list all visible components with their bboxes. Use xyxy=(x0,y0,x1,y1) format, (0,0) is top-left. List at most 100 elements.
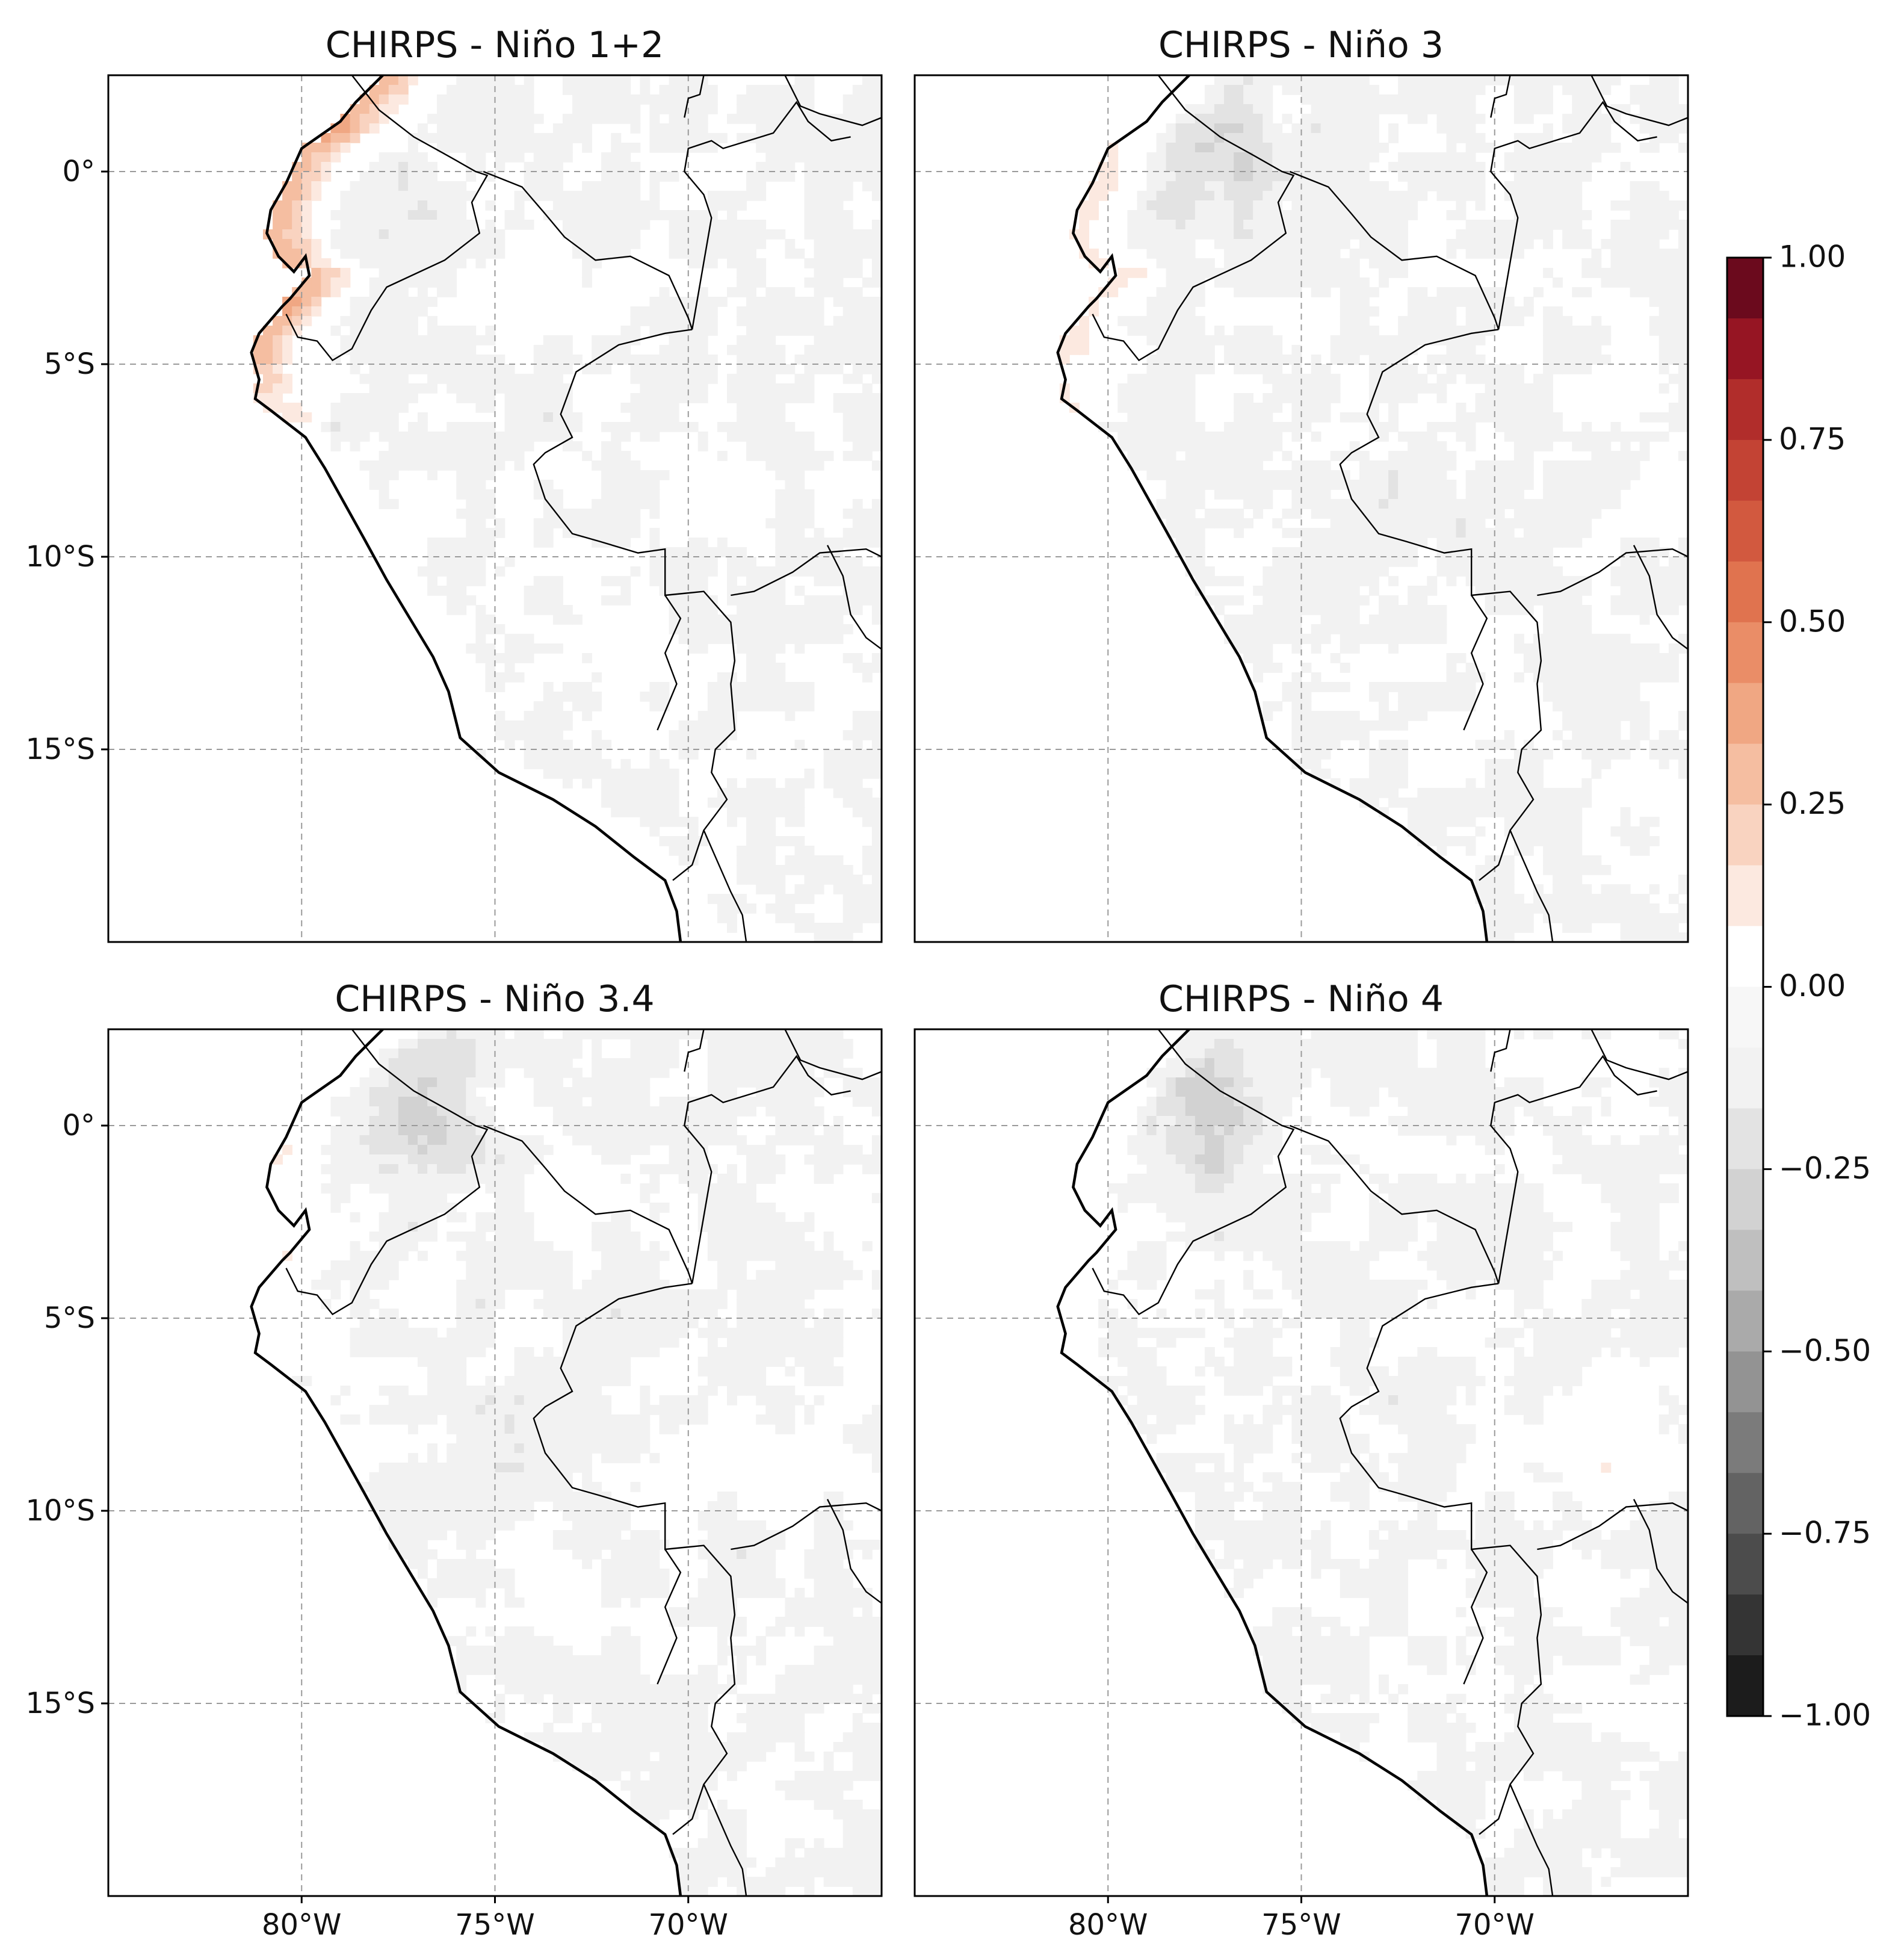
map-panel-nino-3-4: CHIRPS - Niño 3.4 0° 5°S 10°S 15°S 80°W 75°W… xyxy=(25,978,883,1942)
colorbar-tick-label: −0.50 xyxy=(1779,1333,1871,1368)
country-border xyxy=(784,1029,882,1080)
lat-tick-label: 10°S xyxy=(25,1494,95,1528)
country-border xyxy=(1490,101,1657,330)
lat-tick-label: 15°S xyxy=(25,733,95,766)
lat-tick-label: 5°S xyxy=(44,347,95,381)
country-border xyxy=(1490,1055,1657,1284)
country-border xyxy=(731,1502,882,1551)
colorbar-tick-label: 0.00 xyxy=(1779,968,1846,1003)
colorbar-level xyxy=(1727,1108,1763,1170)
country-border xyxy=(1092,1029,1295,1316)
colorbar-level xyxy=(1727,500,1763,562)
country-border xyxy=(684,1029,705,1072)
gridlines xyxy=(108,75,882,942)
country-border xyxy=(483,170,693,330)
gridlines xyxy=(108,1029,882,1896)
country-border xyxy=(1590,1029,1688,1080)
lat-tick-label: 15°S xyxy=(25,1687,95,1720)
lat-tick-label: 0° xyxy=(62,155,95,188)
country-border xyxy=(1463,1549,1488,1685)
country-border xyxy=(1463,595,1488,731)
map-frame xyxy=(913,74,1689,943)
country-border xyxy=(1509,1783,1554,1896)
country-border xyxy=(285,1029,489,1316)
correlation-field xyxy=(1059,75,1688,942)
colorbar-level xyxy=(1727,622,1763,684)
country-border xyxy=(657,595,682,731)
lat-tick-label: 5°S xyxy=(44,1301,95,1335)
colorbar-tick-label: 1.00 xyxy=(1779,240,1846,274)
panel-title: CHIRPS - Niño 3.4 xyxy=(335,978,654,1020)
map-panel-nino-4: CHIRPS - Niño 4 80°W 75°W 70°W xyxy=(913,978,1689,1942)
country-border xyxy=(1490,1029,1511,1072)
country-border xyxy=(285,75,489,362)
colorbar-level xyxy=(1727,1290,1763,1352)
country-border xyxy=(826,545,882,650)
colorbar-cells xyxy=(1727,258,1763,1717)
colorbar-level xyxy=(1727,926,1763,988)
colorbar-tick-label: −0.75 xyxy=(1779,1516,1871,1551)
lon-tick-label: 75°W xyxy=(1261,1908,1341,1942)
coastline xyxy=(250,75,682,942)
country-border xyxy=(684,75,705,118)
map-panel-nino-3: CHIRPS - Niño 3 xyxy=(913,24,1689,943)
colorbar-level xyxy=(1727,1473,1763,1534)
correlation-field xyxy=(273,1029,882,1896)
country-border xyxy=(533,329,736,881)
country-border xyxy=(533,1283,736,1835)
coastline xyxy=(1056,1029,1489,1896)
colorbar-level xyxy=(1727,743,1763,805)
gridlines xyxy=(915,1029,1688,1896)
colorbar-level xyxy=(1727,1230,1763,1292)
panel-title: CHIRPS - Niño 1+2 xyxy=(326,24,664,66)
correlation-field xyxy=(1098,1029,1688,1896)
colorbar-level xyxy=(1727,561,1763,623)
country-border xyxy=(826,1499,882,1604)
colorbar-ticks: 1.00 0.75 0.50 0.25 0.00 −0.25 −0.50 −0.75 −1.00 xyxy=(1763,240,1871,1733)
lon-tick-label: 80°W xyxy=(1068,1908,1148,1942)
map-panel-nino-1-2: CHIRPS - Niño 1+2 0° 5°S 10°S 15°S xyxy=(25,24,883,943)
country-border xyxy=(483,1124,693,1284)
colorbar-level xyxy=(1727,318,1763,380)
correlation-field xyxy=(253,75,882,942)
colorbar-level xyxy=(1727,379,1763,441)
gridlines xyxy=(915,75,1688,942)
colorbar-tick-label: 0.25 xyxy=(1779,786,1846,821)
country-border xyxy=(1490,75,1511,118)
colorbar-tick-label: 0.50 xyxy=(1779,604,1846,639)
map-frame xyxy=(107,74,883,943)
lat-tick-label: 10°S xyxy=(25,540,95,574)
lon-tick-label: 75°W xyxy=(455,1908,535,1942)
country-border xyxy=(1289,170,1500,330)
colorbar-level xyxy=(1727,1655,1763,1717)
country-border xyxy=(1289,1124,1500,1284)
country-border xyxy=(684,101,851,330)
colorbar-tick-label: −0.25 xyxy=(1779,1151,1871,1186)
country-border xyxy=(1092,75,1295,362)
country-border xyxy=(1537,548,1688,596)
lon-tick-label: 70°W xyxy=(1454,1908,1535,1942)
coastline xyxy=(250,1029,682,1896)
lon-tick-label: 70°W xyxy=(648,1908,728,1942)
country-border xyxy=(731,548,882,596)
lon-tick-label: 80°W xyxy=(262,1908,342,1942)
colorbar-level xyxy=(1727,1047,1763,1109)
colorbar-level xyxy=(1727,258,1763,319)
country-border xyxy=(1633,1499,1688,1604)
colorbar-level xyxy=(1727,1169,1763,1231)
colorbar-level xyxy=(1727,1412,1763,1473)
country-border xyxy=(703,1783,747,1896)
country-border xyxy=(1339,1283,1542,1835)
country-border xyxy=(684,1055,851,1284)
country-border xyxy=(657,1549,682,1685)
country-border xyxy=(1339,329,1542,881)
country-border xyxy=(703,829,747,942)
lat-tick-label: 0° xyxy=(62,1109,95,1142)
country-border xyxy=(1509,829,1554,942)
colorbar-tick-label: 0.75 xyxy=(1779,421,1846,456)
country-border xyxy=(1633,545,1688,650)
colorbar-level xyxy=(1727,804,1763,866)
colorbar-level xyxy=(1727,1351,1763,1413)
colorbar-level xyxy=(1727,439,1763,501)
